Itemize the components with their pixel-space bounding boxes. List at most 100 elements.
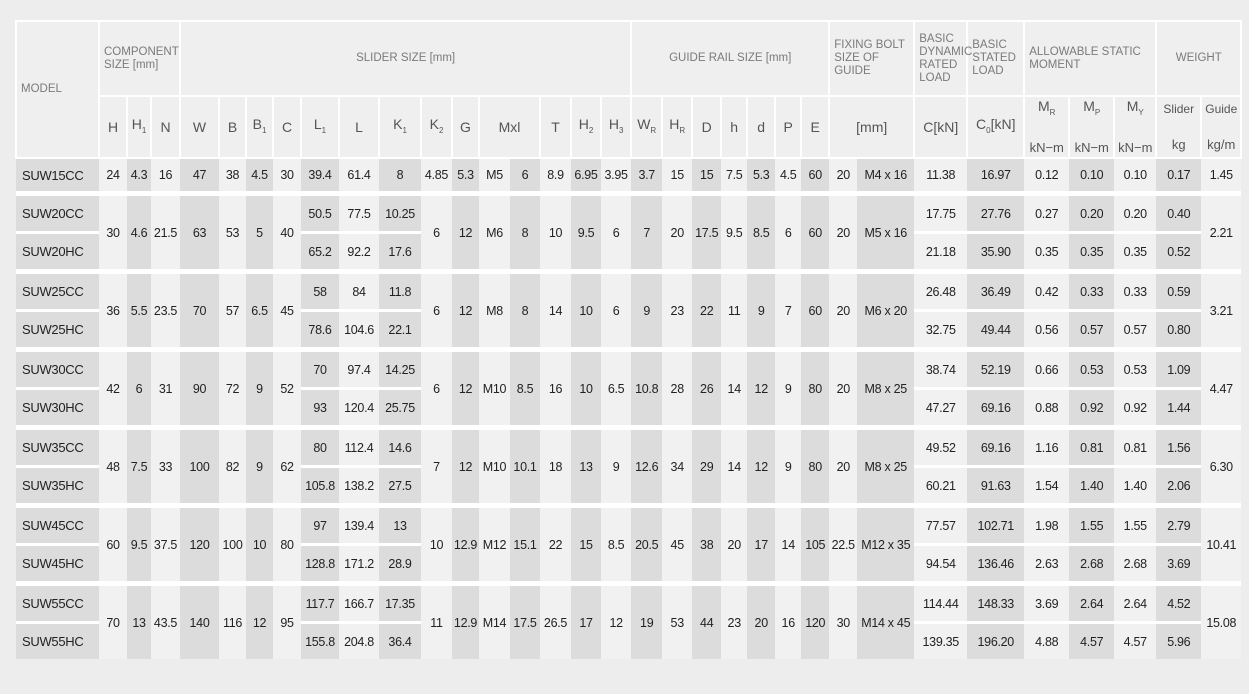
cell-h: 20	[721, 503, 748, 584]
cell-l: 10.1	[510, 425, 540, 506]
cell-h: 14	[721, 347, 748, 428]
cell-h: 11	[721, 269, 748, 350]
cell-guide: 15.08	[1201, 581, 1242, 659]
cell-cd: 47.27	[914, 388, 968, 428]
cell-g: 12	[452, 347, 479, 428]
cell-l1: 78.6	[301, 310, 339, 350]
cell-d: 8.5	[747, 191, 776, 272]
cell-hr: 23	[662, 269, 693, 350]
cell-c0: 136.46	[967, 544, 1025, 584]
cell-mp: 1.55	[1069, 503, 1115, 546]
cell-b2: M14 x 45	[857, 581, 915, 659]
cell-slider: 1.09	[1156, 347, 1202, 390]
cell-k2: 11	[421, 581, 452, 659]
cell-guide: 10.41	[1201, 503, 1242, 584]
cell-mp: 0.33	[1069, 269, 1115, 312]
cell-w: 140	[180, 581, 219, 659]
cell-k1: 28.9	[379, 544, 421, 584]
cell-b1: 20	[829, 158, 858, 194]
cell-cd: 60.21	[914, 466, 968, 506]
header-mxl: Mxl	[478, 95, 541, 159]
cell-hr: 28	[662, 347, 693, 428]
header-hr: HR	[661, 95, 694, 159]
header-guide-rail-size: GUIDE RAIL SIZE [mm]	[630, 20, 831, 97]
cell-b1: 9	[246, 347, 273, 428]
cell-m: M6	[479, 191, 510, 272]
table-row: SUW25CC 36 5.5 23.5 70 57 6.5 45 58 84 11.8 6 12 M8 8 1…	[16, 269, 1242, 350]
cell-l: 8.5	[510, 347, 540, 428]
cell-mr: 0.88	[1024, 388, 1070, 428]
cell-t: 26.5	[540, 581, 571, 659]
table-row: SUW55HC 155.8 204.8 36.4 139.35 196.20 4.88 4.5…	[16, 622, 1241, 659]
header-k1: K1	[378, 95, 422, 159]
cell-slider: 3.69	[1156, 544, 1202, 584]
header-symbol: MP	[1083, 98, 1101, 117]
cell-slider: 0.17	[1156, 158, 1202, 194]
cell-wr: 10.8	[631, 347, 663, 428]
cell-mr: 0.35	[1024, 232, 1070, 272]
cell-slider: 2.06	[1156, 466, 1202, 506]
cell-cd: 49.52	[914, 425, 968, 468]
table-row: SUW35CC 48 7.5 33 100 82 9 62 80 112.4 14.6 7 12 M10 1…	[16, 425, 1242, 506]
cell-l: 84	[339, 269, 379, 312]
cell-l: 204.8	[339, 622, 379, 659]
cell-h2: 6.95	[571, 158, 601, 194]
header-m-p: MP kN−m	[1068, 95, 1116, 159]
cell-c: 45	[273, 269, 301, 350]
cell-b1: 20	[829, 269, 858, 350]
cell-m: M10	[479, 425, 510, 506]
cell-b: 57	[219, 269, 246, 350]
cell-n: 43.5	[151, 581, 180, 659]
cell-b1: 10	[246, 503, 273, 584]
header-m-r: MR kN−m	[1023, 95, 1071, 159]
cell-k1: 11.8	[379, 269, 421, 312]
cell-p: 6	[775, 191, 802, 272]
cell-my: 0.81	[1114, 425, 1157, 468]
cell-h: 23	[721, 581, 748, 659]
cell-t: 14	[540, 269, 571, 350]
cell-l1: 70	[301, 347, 339, 390]
header-b: B	[218, 95, 247, 159]
cell-l1: 65.2	[301, 232, 339, 272]
cell-h3: 6	[601, 269, 632, 350]
cell-mp: 0.20	[1069, 191, 1115, 234]
cell-h1: 6	[127, 347, 151, 428]
cell-wr: 12.6	[631, 425, 663, 506]
cell-mr: 0.27	[1024, 191, 1070, 234]
cell-h: 48	[99, 425, 127, 506]
cell-p: 7	[775, 269, 802, 350]
cell-m: M10	[479, 347, 510, 428]
cell-d: 26	[692, 347, 722, 428]
cell-n: 23.5	[151, 269, 180, 350]
cell-mp: 4.57	[1069, 622, 1115, 659]
cell-hr: 45	[662, 503, 693, 584]
cell-c: 52	[273, 347, 301, 428]
header-unit: kN−m	[1074, 139, 1109, 155]
model-name: SUW15CC	[16, 158, 99, 194]
cell-t: 8.9	[540, 158, 571, 194]
cell-k1: 25.75	[379, 388, 421, 428]
header-slider: Slider kg	[1155, 95, 1203, 159]
cell-h: 36	[99, 269, 127, 350]
header-t: T	[539, 95, 572, 159]
model-name: SUW30CC	[16, 347, 99, 390]
cell-slider: 5.96	[1156, 622, 1202, 659]
cell-hr: 20	[662, 191, 693, 272]
cell-mr: 4.88	[1024, 622, 1070, 659]
cell-k2: 6	[421, 191, 452, 272]
cell-l: 120.4	[339, 388, 379, 428]
cell-mp: 0.81	[1069, 425, 1115, 468]
cell-l: 8	[510, 191, 540, 272]
header-h3: H3	[599, 95, 633, 159]
cell-l: 139.4	[339, 503, 379, 546]
cell-b: 38	[219, 158, 246, 194]
cell-d: 5.3	[747, 158, 776, 194]
cell-mp: 2.64	[1069, 581, 1115, 624]
cell-guide: 3.21	[1201, 269, 1242, 350]
cell-cd: 21.18	[914, 232, 968, 272]
cell-cd: 17.75	[914, 191, 968, 234]
header-h: H	[98, 95, 128, 159]
cell-mr: 1.54	[1024, 466, 1070, 506]
cell-w: 100	[180, 425, 219, 506]
cell-k1: 17.35	[379, 581, 421, 624]
